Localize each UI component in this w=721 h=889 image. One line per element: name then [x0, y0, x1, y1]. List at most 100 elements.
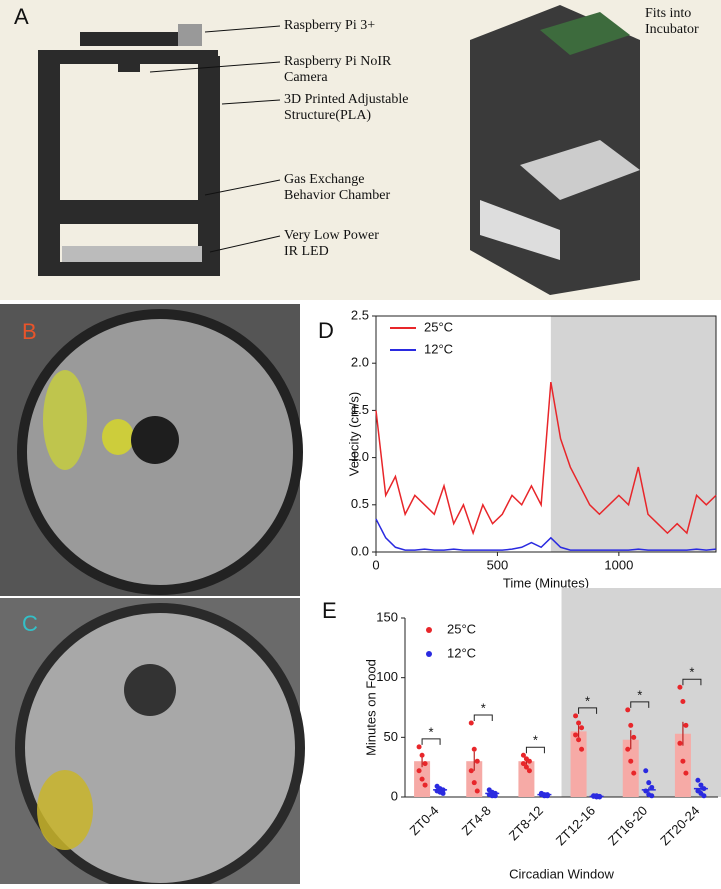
data-point [471, 746, 477, 752]
data-point [597, 794, 603, 800]
data-point [579, 746, 585, 752]
callout-text: Very Low Power [284, 228, 379, 243]
image-b [0, 304, 303, 596]
data-point [573, 713, 579, 719]
data-point [492, 793, 498, 799]
y-tick-label: 0 [391, 788, 398, 803]
data-point [643, 788, 649, 794]
data-point [422, 782, 428, 788]
leader [204, 179, 281, 196]
legend-label: 12°C [424, 341, 453, 356]
y-tick-label: 0.5 [351, 496, 369, 511]
data-point [701, 793, 707, 799]
image-c [0, 598, 305, 889]
note: Fits into [645, 6, 691, 21]
panel-label: E [322, 598, 337, 623]
x-tick-label: ZT8-12 [506, 803, 546, 843]
data-point [628, 722, 634, 728]
bar [622, 739, 639, 797]
data-point [683, 770, 689, 776]
data-point [468, 768, 474, 774]
bracket [525, 746, 545, 754]
y-tick-label: 1.5 [351, 402, 369, 417]
data-point [573, 732, 579, 738]
callout-text: Behavior Chamber [284, 188, 390, 203]
data-point [680, 699, 686, 705]
y-axis-title: Velocity (cm/s) [346, 392, 361, 477]
legend-swatch [426, 627, 432, 633]
callout-text: Camera [284, 70, 328, 85]
bracket [682, 678, 702, 686]
series-line [375, 381, 717, 536]
data-point [422, 761, 428, 767]
data-point [625, 707, 631, 713]
plot-frame [375, 315, 717, 553]
significance: * [585, 693, 590, 708]
leader [209, 235, 281, 253]
data-point [643, 768, 649, 774]
shade [613, 588, 667, 797]
x-tick-label: 500 [487, 557, 509, 572]
callout-text: Gas Exchange [284, 172, 364, 187]
callout-text: 3D Printed Adjustable [284, 92, 408, 107]
bracket [578, 707, 598, 714]
data-point [649, 793, 655, 799]
significance: * [689, 665, 694, 680]
data-point [416, 744, 422, 750]
data-point [474, 788, 480, 794]
data-point [471, 780, 477, 786]
data-point [701, 786, 707, 792]
bracket [421, 738, 441, 745]
significance: * [429, 724, 434, 739]
data-point [680, 758, 686, 764]
shade [550, 316, 716, 552]
y-tick-label: 1.0 [351, 449, 369, 464]
data-point [649, 784, 655, 790]
leader [221, 99, 281, 105]
data-point [576, 737, 582, 743]
legend-label: 25°C [424, 319, 453, 334]
callout-text: IR LED [284, 244, 329, 259]
leader [204, 25, 281, 33]
data-point [628, 758, 634, 764]
data-point [520, 761, 526, 767]
data-point [695, 777, 701, 783]
x-axis-title: Circadian Window [509, 866, 614, 881]
callout-text: Structure(PLA) [284, 108, 371, 123]
x-tick-label: 1000 [604, 557, 633, 572]
enclosure-3d [470, 5, 640, 295]
data-point [416, 768, 422, 774]
data-point [474, 758, 480, 764]
legend-swatch [426, 651, 432, 657]
data-point [419, 752, 425, 758]
x-axis-title: Time (Minutes) [503, 575, 589, 590]
shade [561, 588, 615, 797]
callout-text: Raspberry Pi 3+ [284, 18, 375, 33]
x-tick-label: ZT12-16 [553, 803, 598, 848]
data-point [440, 790, 446, 796]
data-point [677, 740, 683, 746]
data-point [523, 764, 529, 770]
bar [674, 733, 691, 797]
note: Incubator [645, 22, 699, 37]
x-tick-label: ZT20-24 [657, 803, 702, 848]
panel-label: B [22, 319, 37, 344]
data-point [683, 722, 689, 728]
y-tick-label: 2.5 [351, 307, 369, 322]
data-point [698, 782, 704, 788]
data-point [677, 684, 683, 690]
data-point [544, 793, 550, 799]
data-point [419, 776, 425, 782]
data-point [625, 746, 631, 752]
significance: * [481, 700, 486, 715]
data-point [631, 770, 637, 776]
panel-label: D [318, 318, 334, 343]
y-tick-label: 2.0 [351, 355, 369, 370]
y-axis-title: Minutes on Food [363, 659, 378, 756]
data-point [646, 780, 652, 786]
legend-label: 12°C [447, 645, 476, 660]
data-point [468, 720, 474, 726]
shade [665, 588, 721, 797]
